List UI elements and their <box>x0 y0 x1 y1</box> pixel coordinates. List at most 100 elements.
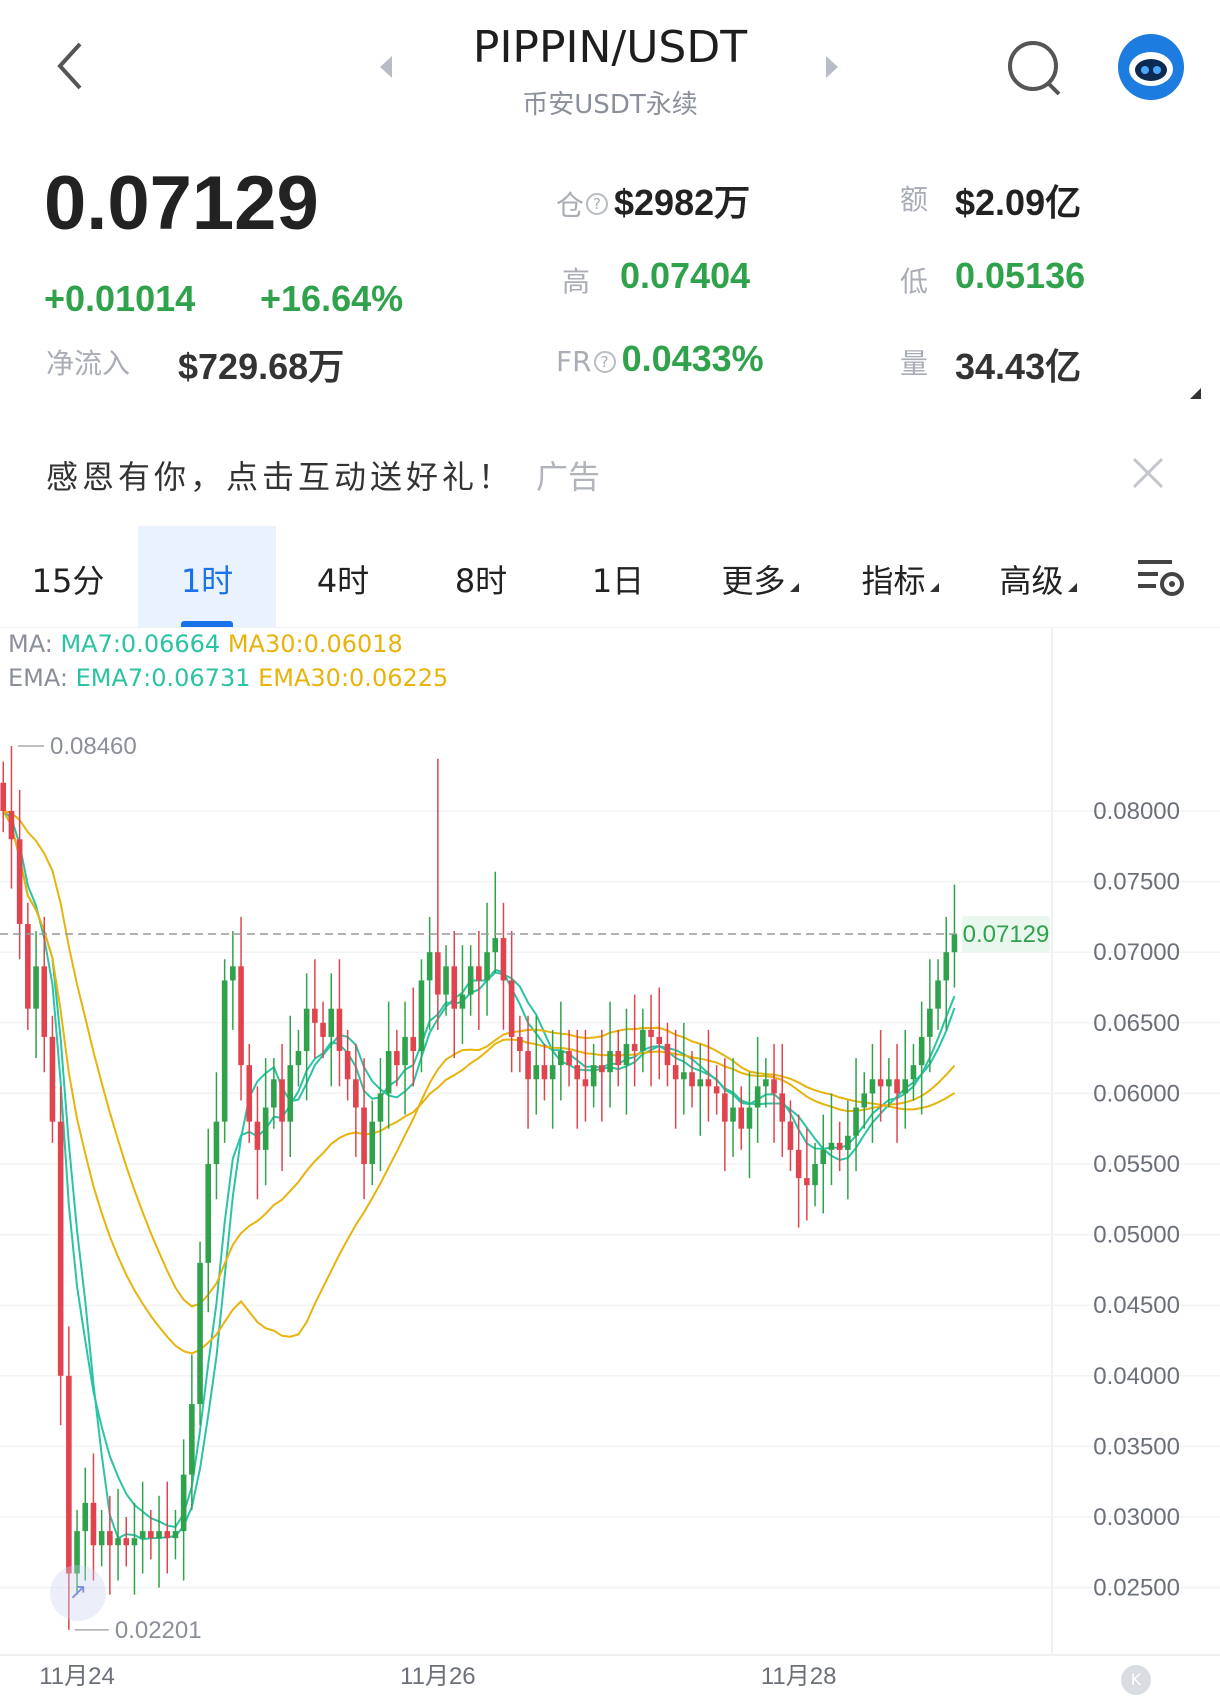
expand-stats-icon[interactable] <box>1190 388 1201 399</box>
candle-body <box>16 839 23 924</box>
candle-body <box>943 952 950 981</box>
candle-body <box>353 1079 359 1108</box>
candle-body <box>443 966 449 995</box>
candle-body <box>795 1149 802 1179</box>
candle-body <box>8 811 15 840</box>
candle-body <box>41 966 48 1037</box>
candle-body <box>426 952 433 981</box>
high-label: 高 <box>562 265 591 298</box>
candle-body <box>754 1086 761 1108</box>
candle-body <box>615 1051 622 1066</box>
tab-15m[interactable]: 15分 <box>31 562 105 600</box>
candle-body <box>66 1375 72 1574</box>
chart-settings-icon[interactable] <box>1136 556 1188 600</box>
candle-body <box>98 1531 105 1546</box>
ema7-value: EMA7:0.06731 <box>75 664 251 692</box>
open-interest-value: $2982万 <box>614 182 751 223</box>
low-value: 0.05136 <box>955 255 1086 296</box>
candle-body <box>648 1029 654 1037</box>
y-tick-label: 0.04000 <box>1093 1363 1180 1390</box>
candle-body <box>500 938 507 981</box>
candle-body <box>894 1079 900 1094</box>
kline-toggle-icon[interactable]: K <box>1121 1665 1151 1695</box>
ma7-line <box>2 810 956 1541</box>
candle-body <box>180 1474 187 1532</box>
candle-body <box>74 1531 80 1574</box>
candle-body <box>336 1008 343 1052</box>
y-tick-label: 0.05500 <box>1093 1151 1180 1178</box>
candle-body <box>90 1502 97 1546</box>
pair-title[interactable]: PIPPIN/USDT <box>472 22 748 73</box>
volume-label: 量 <box>900 347 929 380</box>
tab-more[interactable]: 更多 <box>700 556 820 602</box>
y-tick-label: 0.06500 <box>1093 1010 1180 1037</box>
active-tab-underline <box>181 621 233 627</box>
candle-body <box>246 1065 253 1122</box>
min-price-label: 0.02201 <box>115 1617 202 1644</box>
price-change: +0.01014 <box>44 278 196 319</box>
x-tick-label: 11月24 <box>39 1663 115 1690</box>
tab-indicators-label: 指标 <box>861 562 926 600</box>
ad-banner-text[interactable]: 感恩有你，点击互动送好礼！ <box>46 458 515 496</box>
active-tab-highlight <box>138 526 276 627</box>
expand-chart-icon[interactable]: ↗ <box>50 1565 106 1621</box>
tab-advanced[interactable]: 高级 <box>978 556 1098 602</box>
dropdown-icon <box>789 583 799 592</box>
candle-body <box>279 1079 285 1122</box>
candle-body <box>738 1107 745 1129</box>
candle-body <box>705 1079 712 1087</box>
tab-4h[interactable]: 4时 <box>316 562 370 600</box>
candle-body <box>861 1093 868 1108</box>
candle-body <box>213 1121 220 1164</box>
tab-indicators[interactable]: 指标 <box>840 556 960 602</box>
candle-body <box>508 980 515 1037</box>
y-tick-label: 0.06000 <box>1093 1080 1180 1107</box>
back-icon[interactable] <box>50 40 90 92</box>
candlestick-chart[interactable]: 0.08000 0.07500 0.07000 0.06500 0.06000 0.055… <box>0 628 1220 1701</box>
volume-value: 34.43亿 <box>955 346 1082 387</box>
ad-banner[interactable]: 感恩有你，点击互动送好礼！ 广告 <box>46 452 600 498</box>
candle-body <box>435 952 441 995</box>
candle-body <box>918 1036 925 1066</box>
current-price-label: 0.07129 <box>963 921 1050 948</box>
funding-rate-label[interactable]: FR? <box>556 345 616 378</box>
help-icon[interactable]: ? <box>586 193 609 215</box>
candle-body <box>410 1036 417 1052</box>
candle-body <box>549 1065 556 1080</box>
candle-body <box>533 1065 540 1080</box>
candle-body <box>558 1051 564 1066</box>
tab-8h[interactable]: 8时 <box>454 562 508 600</box>
candle-body <box>672 1065 679 1080</box>
y-tick-label: 0.07000 <box>1093 939 1180 966</box>
y-tick-label: 0.05000 <box>1093 1222 1180 1249</box>
candle-body <box>459 994 466 1009</box>
tab-1d[interactable]: 1日 <box>591 562 645 600</box>
candle-body <box>656 1036 663 1044</box>
candle-body <box>820 1149 827 1164</box>
help-icon[interactable]: ? <box>593 350 616 373</box>
tab-1h[interactable]: 1时 <box>180 562 234 600</box>
open-interest-label[interactable]: 仓? <box>556 184 609 224</box>
prev-pair-icon[interactable] <box>380 56 392 78</box>
oi-label-text: 仓 <box>556 189 585 222</box>
candle-body <box>746 1107 753 1129</box>
ma30-value: MA30:0.06018 <box>227 630 403 658</box>
tab-more-label: 更多 <box>721 562 786 600</box>
search-icon[interactable] <box>1005 38 1067 100</box>
y-tick-label: 0.03000 <box>1093 1504 1180 1531</box>
y-tick-label: 0.07500 <box>1093 869 1180 896</box>
next-pair-icon[interactable] <box>826 56 838 78</box>
amount-label: 额 <box>900 183 929 216</box>
close-icon[interactable] <box>1132 457 1164 489</box>
candle-body <box>476 966 482 981</box>
robot-avatar-icon[interactable] <box>1117 33 1185 101</box>
candle-body <box>681 1072 687 1080</box>
candle-body <box>607 1051 613 1073</box>
candle-body <box>599 1065 605 1073</box>
candle-body <box>0 782 7 811</box>
pair-subtitle: 币安USDT永续 <box>522 90 698 120</box>
candle-body <box>951 933 958 953</box>
ema30-line <box>3 810 956 1308</box>
net-inflow-label: 净流入 <box>46 347 131 380</box>
net-inflow-value: $729.68万 <box>178 346 345 387</box>
